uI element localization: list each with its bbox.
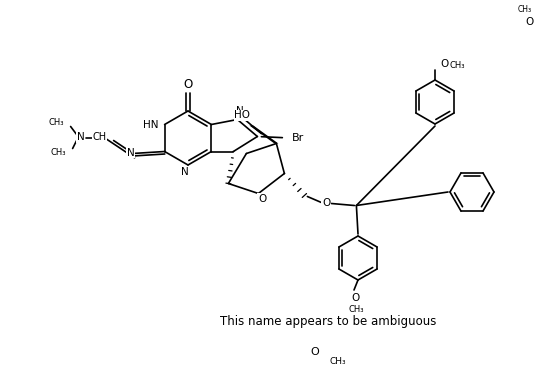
Text: CH₃: CH₃ — [49, 118, 65, 127]
Text: This name appears to be ambiguous: This name appears to be ambiguous — [220, 315, 436, 328]
Text: CH₃: CH₃ — [450, 62, 465, 71]
Text: HN: HN — [143, 119, 159, 130]
Text: O: O — [258, 193, 266, 204]
Text: N: N — [127, 147, 134, 157]
Text: N: N — [181, 167, 189, 177]
Polygon shape — [250, 125, 278, 144]
Text: O: O — [310, 347, 320, 357]
Text: CH₃: CH₃ — [348, 306, 364, 315]
Text: O: O — [352, 293, 360, 303]
Text: CH₃: CH₃ — [330, 358, 346, 366]
Text: HO: HO — [235, 111, 250, 120]
Text: N: N — [236, 106, 243, 116]
Text: CH₃: CH₃ — [518, 5, 532, 14]
Text: Br: Br — [292, 133, 305, 143]
Text: O: O — [440, 59, 448, 69]
Text: CH₃: CH₃ — [51, 148, 66, 157]
Text: N: N — [77, 133, 84, 142]
Text: O: O — [526, 17, 534, 27]
Text: O: O — [322, 198, 330, 209]
Text: O: O — [183, 79, 193, 92]
Text: CH: CH — [93, 131, 107, 141]
